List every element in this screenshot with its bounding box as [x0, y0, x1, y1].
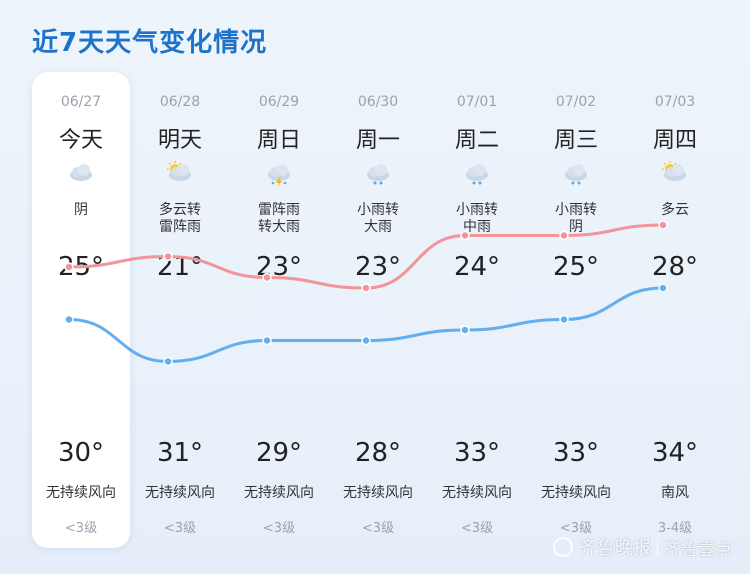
forecast-wind-level: 3-4级 — [657, 521, 693, 536]
forecast-condition: 阴 — [74, 202, 88, 218]
forecast-wind-level: <3级 — [361, 521, 395, 536]
forecast-date: 07/02 — [555, 94, 597, 110]
forecast-day-2: 06/29 周日雷阵雨 转大雨 23° 29° 无持续风向 <3级 — [229, 72, 329, 548]
watermark-divider — [657, 538, 658, 556]
watermark-brand: 齐鲁壹点 — [664, 539, 732, 560]
forecast-lower-temp: 33° — [453, 438, 501, 468]
forecast-weekday: 明天 — [157, 128, 202, 153]
page-title: 近7天天气变化情况 — [32, 28, 268, 58]
forecast-date: 06/27 — [60, 94, 102, 110]
forecast-day-4: 07/01 周二小雨转 中雨 24° 33° 无持续风向 <3级 — [427, 72, 527, 548]
forecast-day-0: 06/27 今天阴 25° 30° 无持续风向 <3级 — [31, 72, 131, 548]
watermark-text: 齐鲁晚报 — [579, 538, 651, 559]
forecast-upper-temp: 25° — [57, 252, 105, 282]
forecast-condition: 雷阵雨 转大雨 — [258, 202, 300, 235]
forecast-day-5: 07/02 周三小雨转 阴 25° 33° 无持续风向 <3级 — [526, 72, 626, 548]
forecast-date: 06/29 — [258, 94, 300, 110]
watermark-logo-icon — [553, 537, 573, 557]
forecast-wind-level: <3级 — [559, 521, 593, 536]
forecast-upper-temp: 24° — [453, 252, 501, 282]
forecast-day-3: 06/30 周一小雨转 大雨 23° 28° 无持续风向 <3级 — [328, 72, 428, 548]
forecast-condition: 小雨转 阴 — [555, 202, 597, 235]
forecast-upper-temp: 21° — [156, 252, 204, 282]
forecast-wind-direction: 无持续风向 — [46, 485, 116, 501]
forecast-weekday: 周二 — [454, 128, 499, 153]
rain-icon — [328, 160, 428, 188]
forecast-date: 06/30 — [357, 94, 399, 110]
forecast-condition: 多云 — [661, 202, 689, 218]
forecast-lower-temp: 33° — [552, 438, 600, 468]
forecast-wind-level: <3级 — [460, 521, 494, 536]
forecast-date: 07/01 — [456, 94, 498, 110]
forecast-condition: 小雨转 大雨 — [357, 202, 399, 235]
forecast-wind-level: <3级 — [64, 521, 98, 536]
forecast-weekday: 周一 — [355, 128, 400, 153]
forecast-weekday: 周日 — [256, 128, 301, 153]
cloudy-icon — [31, 160, 131, 188]
forecast-condition: 多云转 雷阵雨 — [159, 202, 201, 235]
partly-cloudy-icon — [130, 160, 230, 188]
thunderstorm-icon — [229, 160, 329, 188]
forecast-upper-temp: 23° — [255, 252, 303, 282]
forecast-date: 06/28 — [159, 94, 201, 110]
forecast-lower-temp: 31° — [156, 438, 204, 468]
partly-cloudy-icon — [625, 160, 725, 188]
forecast-wind-level: <3级 — [262, 521, 296, 536]
forecast-wind-direction: 无持续风向 — [343, 485, 413, 501]
forecast-day-6: 07/03 周四多云 28° 34° 南风 3-4级 — [625, 72, 725, 548]
rain-icon — [427, 160, 527, 188]
forecast-lower-temp: 29° — [255, 438, 303, 468]
forecast-wind-level: <3级 — [163, 521, 197, 536]
forecast-condition: 小雨转 中雨 — [456, 202, 498, 235]
forecast-date: 07/03 — [654, 94, 696, 110]
forecast-wind-direction: 无持续风向 — [541, 485, 611, 501]
forecast-upper-temp: 28° — [651, 252, 699, 282]
forecast-lower-temp: 28° — [354, 438, 402, 468]
forecast-wind-direction: 无持续风向 — [244, 485, 314, 501]
forecast-wind-direction: 无持续风向 — [145, 485, 215, 501]
forecast-weekday: 周四 — [652, 128, 697, 153]
watermark: 齐鲁晚报 齐鲁壹点 — [553, 534, 732, 560]
forecast-upper-temp: 25° — [552, 252, 600, 282]
forecast-wind-direction: 南风 — [661, 485, 689, 501]
forecast-wind-direction: 无持续风向 — [442, 485, 512, 501]
rain-icon — [526, 160, 626, 188]
forecast-weekday: 今天 — [58, 128, 103, 153]
forecast-lower-temp: 34° — [651, 438, 699, 468]
forecast-upper-temp: 23° — [354, 252, 402, 282]
forecast-lower-temp: 30° — [57, 438, 105, 468]
forecast-day-1: 06/28 明天多云转 雷阵雨 21° 31° 无持续风向 <3级 — [130, 72, 230, 548]
forecast-weekday: 周三 — [553, 128, 598, 153]
